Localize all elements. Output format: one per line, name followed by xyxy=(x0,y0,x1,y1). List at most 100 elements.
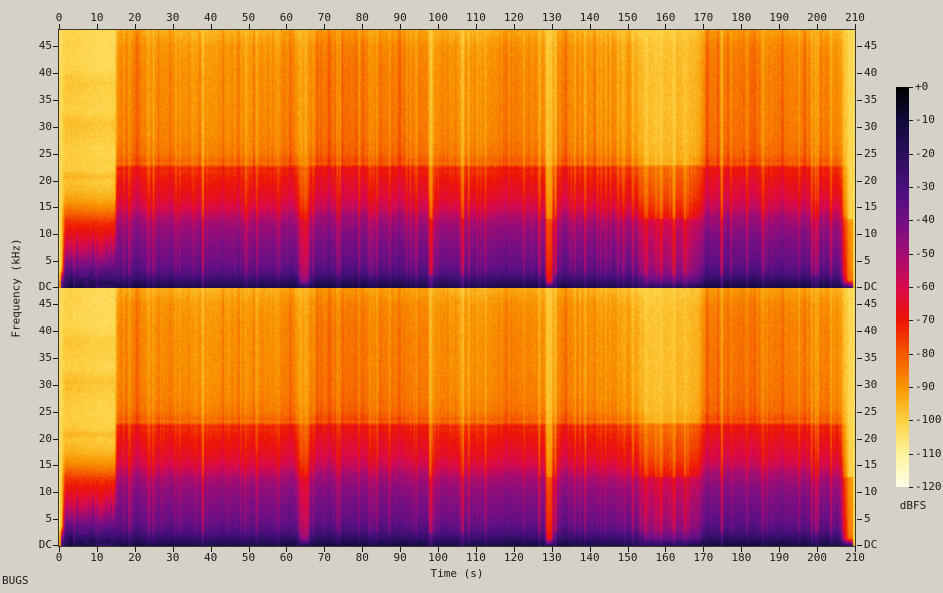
time-tick-mark xyxy=(210,547,212,552)
freq-tick-mark xyxy=(53,358,58,359)
colorbar-tick-mark xyxy=(909,254,913,255)
time-tick-label: 40 xyxy=(203,551,218,564)
freq-tick-label: 45 xyxy=(38,297,52,310)
colorbar-tick-mark xyxy=(909,154,913,155)
freq-tick-label: 15 xyxy=(864,458,878,471)
colorbar-tick-mark xyxy=(909,287,913,288)
freq-tick-mark xyxy=(857,207,862,208)
colorbar-tick-mark xyxy=(909,87,913,88)
time-tick-label: 140 xyxy=(579,551,600,564)
freq-tick-mark xyxy=(857,545,862,546)
time-tick-label: 170 xyxy=(693,551,714,564)
freq-tick-mark xyxy=(53,304,58,305)
time-tick-mark xyxy=(400,24,402,29)
colorbar-tick-mark xyxy=(909,120,913,121)
freq-tick-mark xyxy=(857,331,862,332)
freq-tick-mark xyxy=(857,287,862,288)
time-tick-label: 170 xyxy=(693,11,714,24)
freq-tick-mark xyxy=(857,492,862,493)
freq-tick-mark xyxy=(53,439,58,440)
freq-tick-label: 35 xyxy=(38,351,52,364)
time-tick-label: 130 xyxy=(541,551,562,564)
colorbar-tick-mark xyxy=(909,420,913,421)
time-tick-label: 120 xyxy=(503,11,524,24)
time-tick-mark xyxy=(855,24,856,29)
time-tick-mark xyxy=(589,547,591,552)
freq-tick-label: 15 xyxy=(864,200,878,213)
freq-tick-label: 10 xyxy=(864,227,878,240)
colorbar-tick-label: -20 xyxy=(915,147,935,160)
freq-tick-mark xyxy=(53,207,58,208)
colorbar-tick-label: -30 xyxy=(915,180,935,193)
time-tick-label: 150 xyxy=(617,11,638,24)
time-tick-label: 0 xyxy=(55,551,63,564)
freq-tick-mark xyxy=(53,492,58,493)
freq-tick-mark xyxy=(53,127,58,128)
time-tick-label: 190 xyxy=(769,551,790,564)
freq-tick-mark xyxy=(53,234,58,235)
freq-tick-mark xyxy=(857,127,862,128)
freq-tick-mark xyxy=(857,73,862,74)
time-tick-label: 110 xyxy=(466,11,486,24)
freq-tick-label: 45 xyxy=(38,39,52,52)
time-tick-label: 90 xyxy=(393,551,407,564)
freq-tick-label: 5 xyxy=(864,512,871,525)
freq-tick-label: 35 xyxy=(864,351,878,364)
freq-tick-mark xyxy=(857,234,862,235)
time-tick-label: 40 xyxy=(203,11,218,24)
colorbar-tick-label: -80 xyxy=(915,347,935,360)
time-tick-label: 200 xyxy=(807,551,828,564)
freq-tick-mark xyxy=(857,465,862,466)
freq-tick-mark xyxy=(53,261,58,262)
time-tick-mark xyxy=(627,24,629,29)
colorbar-tick-label: -70 xyxy=(915,313,935,326)
freq-tick-label: 35 xyxy=(38,93,52,106)
freq-tick-label: 25 xyxy=(864,405,878,418)
freq-tick-label: 20 xyxy=(38,432,52,445)
time-tick-label: 180 xyxy=(731,11,752,24)
time-tick-label: 160 xyxy=(655,11,676,24)
freq-tick-label: DC xyxy=(38,538,52,551)
time-tick-label: 80 xyxy=(355,551,369,564)
colorbar-tick-mark xyxy=(909,354,913,355)
time-tick-mark xyxy=(665,24,667,29)
time-tick-mark xyxy=(741,24,743,29)
time-tick-label: 30 xyxy=(166,551,180,564)
freq-tick-mark xyxy=(53,465,58,466)
time-tick-mark xyxy=(627,547,629,552)
time-tick-mark xyxy=(324,24,326,29)
freq-tick-mark xyxy=(53,73,58,74)
freq-tick-label: DC xyxy=(864,280,878,293)
freq-tick-label: DC xyxy=(864,538,878,551)
time-tick-mark xyxy=(96,547,98,552)
time-tick-mark xyxy=(286,547,288,552)
time-tick-label: 160 xyxy=(655,551,676,564)
time-tick-mark xyxy=(210,24,212,29)
time-tick-mark xyxy=(779,547,781,552)
freq-tick-mark xyxy=(53,545,58,546)
time-tick-label: 0 xyxy=(55,11,63,24)
freq-tick-label: 5 xyxy=(864,254,871,267)
colorbar-tick-mark xyxy=(909,187,913,188)
colorbar-tick-mark xyxy=(909,320,913,321)
time-tick-label: 80 xyxy=(355,11,369,24)
colorbar-tick-label: -50 xyxy=(915,247,935,260)
time-tick-label: 120 xyxy=(503,551,524,564)
freq-tick-label: 40 xyxy=(864,66,878,79)
time-tick-label: 10 xyxy=(90,11,104,24)
window-title: BUGS xyxy=(2,574,29,587)
time-tick-label: 100 xyxy=(428,11,448,24)
colorbar-tick-label: +0 xyxy=(915,80,929,93)
time-tick-mark xyxy=(513,24,515,29)
colorbar-tick-label: -120 xyxy=(915,480,942,493)
freq-tick-mark xyxy=(53,519,58,520)
time-tick-mark xyxy=(817,24,819,29)
time-tick-mark xyxy=(324,547,326,552)
time-tick-label: 210 xyxy=(845,551,865,564)
time-tick-mark xyxy=(513,547,515,552)
time-tick-mark xyxy=(741,547,743,552)
freq-tick-mark xyxy=(857,439,862,440)
time-tick-mark xyxy=(703,547,705,552)
time-tick-mark xyxy=(438,547,440,552)
freq-tick-label: 20 xyxy=(38,174,52,187)
